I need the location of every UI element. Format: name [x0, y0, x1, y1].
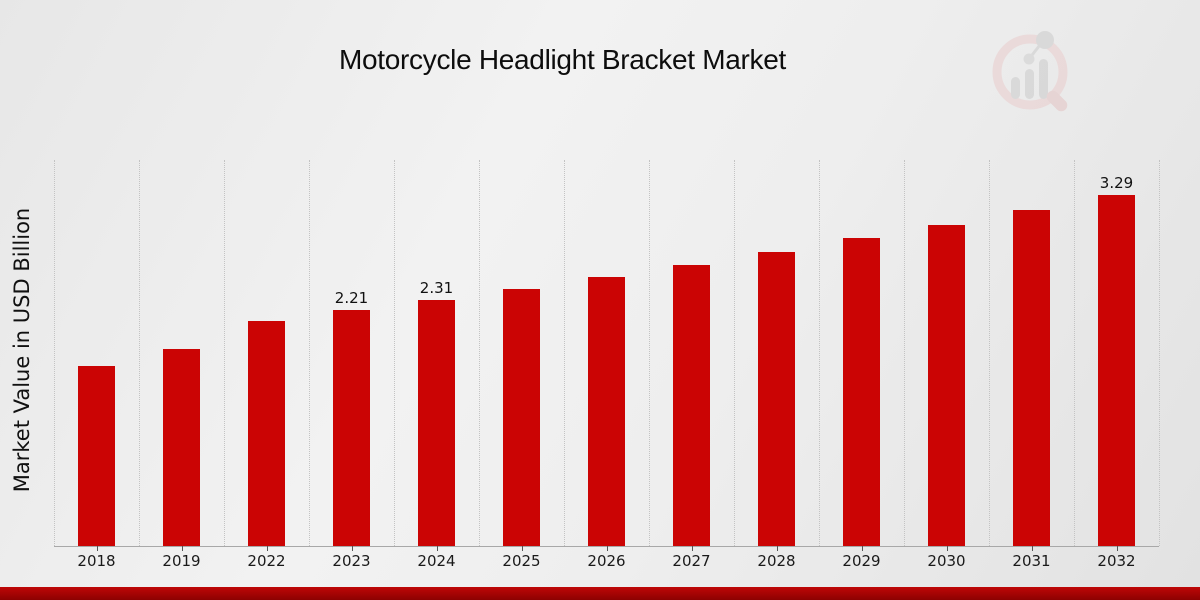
logo-trend-line-icon	[1027, 40, 1045, 60]
bar-slot-2027: 2027	[649, 158, 734, 570]
gridline	[989, 160, 990, 546]
logo-trend-dot-large-icon	[1036, 31, 1054, 49]
bar-2019	[163, 349, 200, 546]
bar-slot-2032: 3.29 2032	[1074, 158, 1159, 570]
x-tick-label-2025: 2025	[502, 552, 541, 570]
x-tick-label-2026: 2026	[587, 552, 626, 570]
x-axis-tick	[861, 546, 863, 551]
bar-2018	[78, 366, 115, 546]
footer-accent-band	[0, 587, 1200, 600]
gridline	[394, 160, 395, 546]
x-axis-tick	[266, 546, 268, 551]
gridline	[649, 160, 650, 546]
x-axis-tick	[776, 546, 778, 551]
plot-area: 2018 2019 2022 2.21 2023 2.31 2024 2025 2026 2027…	[54, 158, 1160, 570]
mrfr-watermark-logo	[992, 31, 1068, 112]
gridline	[734, 160, 735, 546]
x-tick-label-2032: 2032	[1097, 552, 1136, 570]
bar-slot-2031: 2031	[989, 158, 1074, 570]
x-tick-label-2027: 2027	[672, 552, 711, 570]
x-axis-tick	[946, 546, 948, 551]
x-axis-tick	[1031, 546, 1033, 551]
bar-2028	[758, 252, 795, 546]
bar-2026	[588, 277, 625, 546]
x-axis-tick	[181, 546, 183, 551]
gridline	[309, 160, 310, 546]
bar-2024	[418, 300, 455, 546]
gridline	[479, 160, 480, 546]
bar-2029	[843, 238, 880, 546]
x-tick-label-2019: 2019	[162, 552, 201, 570]
logo-bar-medium-icon	[1025, 69, 1034, 99]
chart-title: Motorcycle Headlight Bracket Market	[338, 44, 786, 75]
magnifier-handle-icon	[1046, 90, 1068, 112]
bar-slot-2025: 2025	[479, 158, 564, 570]
x-tick-label-2031: 2031	[1012, 552, 1051, 570]
bar-slot-2024: 2.31 2024	[394, 158, 479, 570]
x-tick-label-2018: 2018	[77, 552, 116, 570]
bar-slot-2023: 2.21 2023	[309, 158, 394, 570]
bar-slot-2026: 2026	[564, 158, 649, 570]
gridline	[54, 160, 55, 546]
bar-2031	[1013, 210, 1050, 546]
bar-slot-2028: 2028	[734, 158, 819, 570]
y-axis-label: Market Value in USD Billion	[10, 207, 34, 493]
gridline	[224, 160, 225, 546]
gridline	[1074, 160, 1075, 546]
x-axis-tick	[691, 546, 693, 551]
gridline	[904, 160, 905, 546]
gridline	[564, 160, 565, 546]
x-tick-label-2022: 2022	[247, 552, 286, 570]
x-axis-tick	[606, 546, 608, 551]
bar-2025	[503, 289, 540, 546]
x-tick-label-2024: 2024	[417, 552, 456, 570]
bar-slot-2029: 2029	[819, 158, 904, 570]
bar-slot-2018: 2018	[54, 158, 139, 570]
x-axis-tick	[1116, 546, 1118, 551]
gridline	[1159, 160, 1160, 546]
bar-value-label-2023: 2.21	[334, 289, 369, 307]
bar-2027	[673, 265, 710, 546]
x-axis-tick	[521, 546, 523, 551]
x-axis-tick	[436, 546, 438, 551]
bar-2032	[1098, 195, 1135, 546]
x-tick-label-2028: 2028	[757, 552, 796, 570]
bar-slot-2030: 2030	[904, 158, 989, 570]
logo-bar-large-icon	[1039, 59, 1048, 99]
magnifier-ring-icon	[992, 34, 1068, 110]
bar-2030	[928, 225, 965, 546]
bar-slot-2022: 2022	[224, 158, 309, 570]
x-axis-tick	[351, 546, 353, 551]
gridline	[819, 160, 820, 546]
bar-slot-2019: 2019	[139, 158, 224, 570]
x-tick-label-2023: 2023	[332, 552, 371, 570]
bar-value-label-2032: 3.29	[1099, 174, 1134, 192]
bar-2023	[333, 310, 370, 546]
logo-trend-dot-icon	[1023, 53, 1035, 65]
x-axis-tick	[96, 546, 98, 551]
logo-bar-small-icon	[1011, 77, 1020, 99]
bar-2022	[248, 321, 285, 546]
bar-value-label-2024: 2.31	[419, 279, 454, 297]
x-tick-label-2030: 2030	[927, 552, 966, 570]
gridline	[139, 160, 140, 546]
x-tick-label-2029: 2029	[842, 552, 881, 570]
